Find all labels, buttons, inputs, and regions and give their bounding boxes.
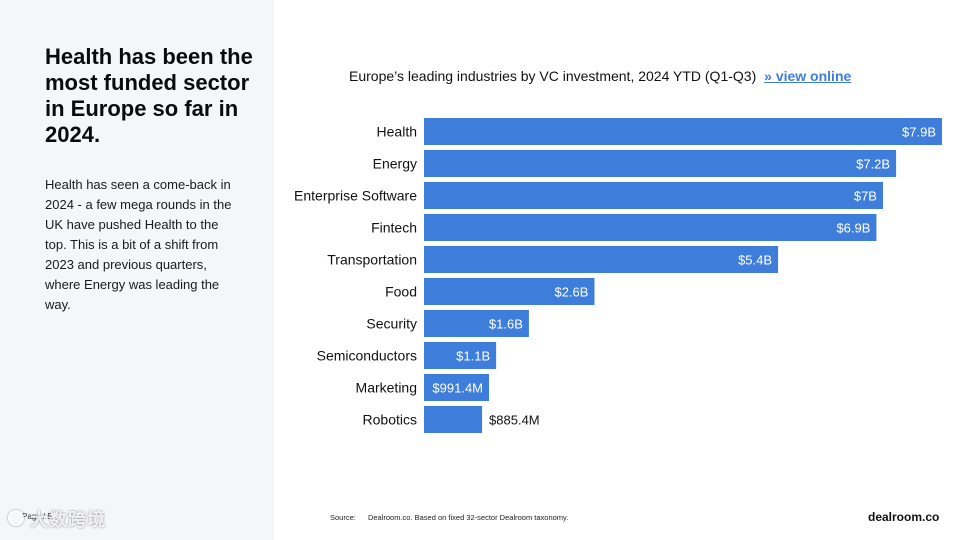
brand-logo: dealroom.co <box>868 510 940 524</box>
view-online-link[interactable]: » view online <box>764 68 852 84</box>
watermark-logo-icon <box>8 510 24 526</box>
chart-title: Europe’s leading industries by VC invest… <box>349 68 851 84</box>
bar-marketing <box>424 374 490 401</box>
bar-robotics <box>424 406 483 433</box>
category-label: Robotics <box>363 412 417 428</box>
data-label: $7B <box>854 189 877 204</box>
category-label: Semiconductors <box>317 348 417 364</box>
data-label: $1.1B <box>456 349 490 364</box>
category-label: Security <box>366 316 417 332</box>
data-label: $885.4M <box>489 413 540 428</box>
data-label: $7.2B <box>856 157 890 172</box>
category-label: Health <box>377 124 417 140</box>
bar-food <box>424 278 595 305</box>
category-label: Energy <box>373 156 417 172</box>
bar-health <box>424 118 942 145</box>
bar-energy <box>424 150 897 177</box>
bar-security <box>424 310 529 337</box>
data-label: $5.4B <box>738 253 772 268</box>
data-label: $991.4M <box>432 381 483 396</box>
category-label: Fintech <box>371 220 417 236</box>
data-label: $6.9B <box>836 221 870 236</box>
source-label: Source: <box>330 513 356 522</box>
category-label: Marketing <box>356 380 417 396</box>
category-label: Transportation <box>327 252 417 268</box>
category-label: Food <box>385 284 417 300</box>
bar-semiconductors <box>424 342 497 369</box>
bar-chart: Health $7.9B Energy $7.2B Enterprise Softwar… <box>294 118 942 433</box>
chart-title-text: Europe’s leading industries by VC invest… <box>349 68 757 84</box>
data-label: $7.9B <box>902 125 936 140</box>
page-number: Page / 5 <box>22 512 52 521</box>
data-label: $2.6B <box>554 285 588 300</box>
headline: Health has been the most funded sector i… <box>45 44 253 147</box>
left-panel: Health has been the most funded sector i… <box>0 0 274 540</box>
source-text: Dealroom.co. Based on fixed 32-sector De… <box>367 513 569 522</box>
body-text: Health has seen a come-back in 2024 - a … <box>45 177 232 312</box>
bar-transportation <box>424 246 779 273</box>
bar-fintech <box>424 214 877 241</box>
watermark: 大数跨境 <box>30 510 106 530</box>
data-label: $1.6B <box>489 317 523 332</box>
source-note: Source: Dealroom.co. Based on fixed 32-s… <box>330 513 568 522</box>
bar-enterprise-software <box>424 182 883 209</box>
category-label: Enterprise Software <box>294 188 417 204</box>
